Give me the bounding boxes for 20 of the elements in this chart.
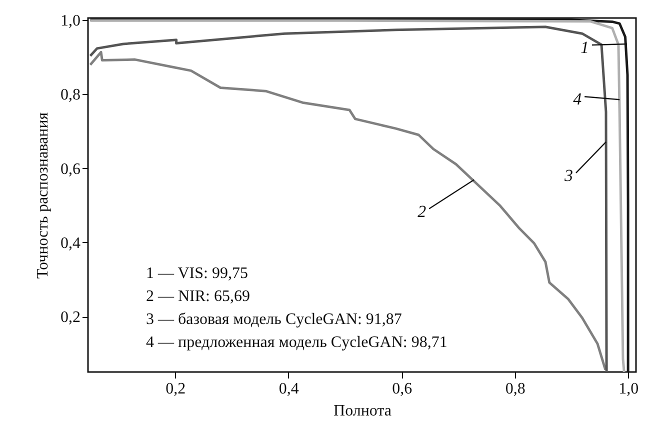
y-tick-label: 0,8 [60, 86, 80, 104]
x-tick-label: 0,8 [505, 380, 526, 398]
annotation: 3 [563, 166, 573, 185]
y-tick-label: 0,4 [60, 234, 80, 252]
x-tick-label: 0,6 [392, 380, 412, 398]
y-axis-title: Точность распознавания [34, 112, 52, 279]
y-tick-label: 0,2 [60, 309, 80, 326]
annotation: 4 [573, 90, 582, 109]
y-tick-label: 0,6 [60, 160, 80, 178]
y-tick-label: 1,0 [60, 12, 80, 30]
annotation: 4 — предложенная модель CycleGAN: 98,71 [146, 334, 448, 351]
annotation: 1 [580, 38, 589, 57]
x-tick-label: 0,2 [166, 380, 186, 398]
annotation: 2 [418, 202, 427, 221]
x-axis-title: Полнота [334, 402, 392, 420]
annotation: 2 — NIR: 65,69 [146, 288, 250, 305]
annotation: 1 — VIS: 99,75 [146, 265, 248, 282]
annotation: 3 — базовая модель CycleGAN: 91,87 [146, 311, 402, 328]
x-tick-label: 1,0 [618, 380, 639, 398]
x-tick-label: 0,4 [278, 380, 299, 398]
